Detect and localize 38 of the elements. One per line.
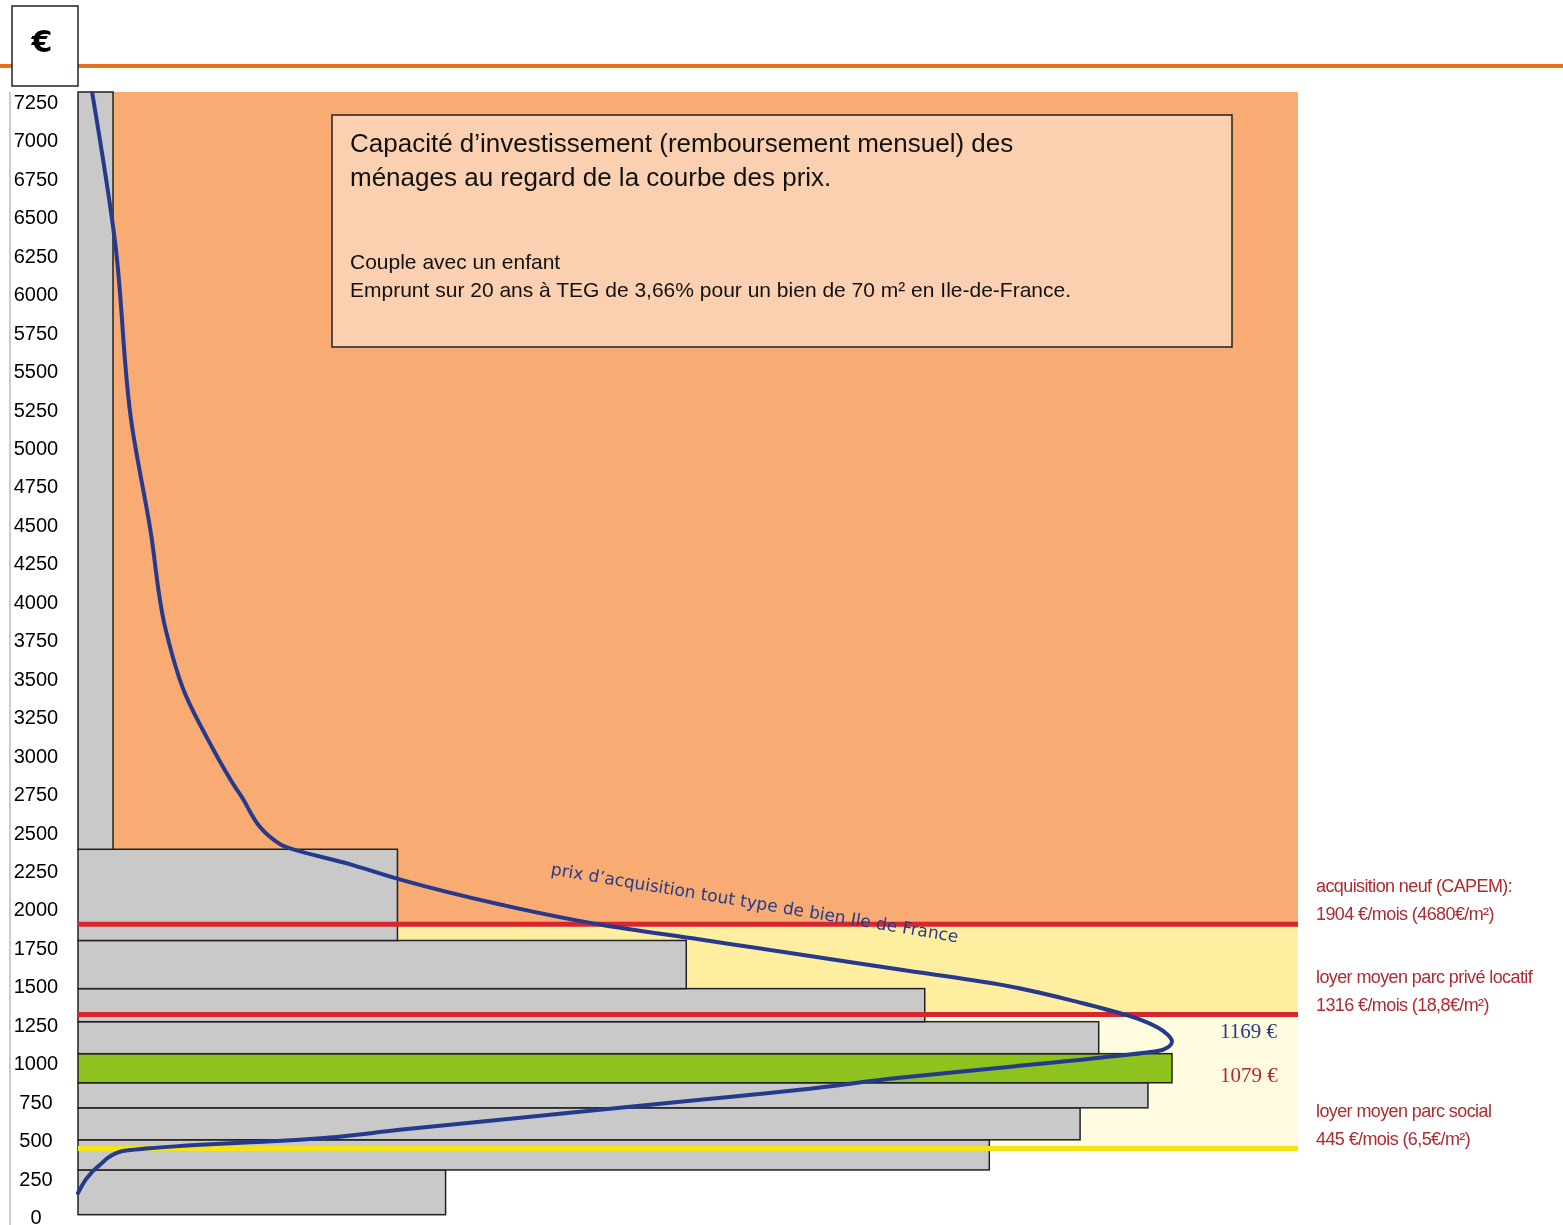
y-tick-label: 6250 <box>13 244 59 267</box>
y-tick-label: 3500 <box>13 667 59 690</box>
text: Couple avec un enfant Emprunt sur 20 ans à TEG de 3,66% pour un bien de 70 m² en Ile-de-France. <box>349 249 1072 303</box>
y-tick-label: 6750 <box>13 167 59 190</box>
y-tick-label: 7000 <box>13 129 59 152</box>
y-tick-label: 250 <box>19 1167 53 1190</box>
ref-line-label: loyer moyen parc social 445 €/mois (6,5€/m²) <box>1316 1100 1492 1149</box>
y-tick-label: 1750 <box>13 936 59 959</box>
y-tick-label: 5500 <box>13 360 59 383</box>
y-tick-label: 6000 <box>13 283 59 306</box>
y-tick-label: 3000 <box>13 744 59 767</box>
y-tick-label: 6500 <box>13 206 59 229</box>
y-tick-label: 2250 <box>13 859 59 882</box>
y-tick-label: 3250 <box>13 706 59 729</box>
y-tick-label: 4000 <box>13 590 59 613</box>
y-tick-label: 4500 <box>13 513 59 536</box>
y-tick-label: 5000 <box>13 437 59 460</box>
y-tick-label: 1250 <box>13 1013 59 1036</box>
ref-line-label: loyer moyen parc privé locatif 1316 €/mois (18,8€/m²) <box>1316 966 1534 1015</box>
text: 1079 € <box>1220 1063 1279 1087</box>
y-tick-label: 750 <box>19 1090 53 1113</box>
y-tick-label: 7250 <box>13 91 59 113</box>
text: 1169 € <box>1220 1019 1278 1043</box>
y-tick-label: 5250 <box>13 398 59 421</box>
y-tick-label: 1500 <box>13 975 59 998</box>
y-tick-label: 3750 <box>13 629 59 652</box>
y-tick-label: 4750 <box>13 475 59 498</box>
ref-line-label: acquisition neuf (CAPEM): 1904 €/mois (4680€/m²) <box>1316 876 1513 925</box>
y-tick-label: 2500 <box>13 821 59 844</box>
y-tick-label: 1000 <box>13 1052 59 1075</box>
y-tick-label: 5750 <box>13 321 59 344</box>
y-tick-label: 2750 <box>13 783 59 806</box>
y-tick-label: 500 <box>19 1129 53 1152</box>
text: Capacité d’investissement (remboursement mensuel) des ménages au regard de la courbe des prix. <box>349 127 1015 194</box>
y-tick-label: 2000 <box>13 898 59 921</box>
y-tick-label: 4250 <box>13 552 59 575</box>
y-tick-label: 0 <box>30 1206 42 1225</box>
y-axis-title: € <box>30 24 53 59</box>
